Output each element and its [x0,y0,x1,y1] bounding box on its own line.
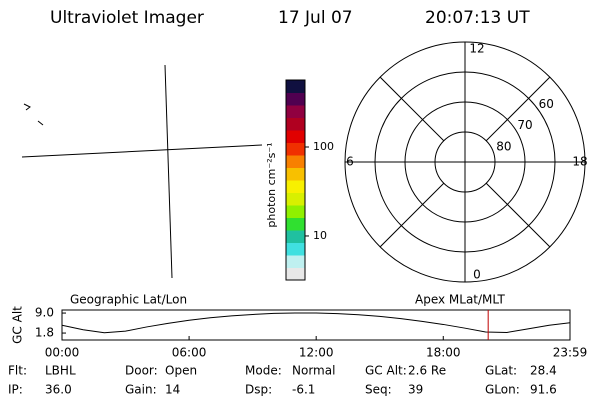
map-coast [37,120,44,126]
polar-diagonal [485,182,551,248]
colorbar-band [286,267,305,281]
colorbar-tick-label: 10 [313,229,327,242]
x-tick-label: 00:00 [45,346,80,360]
status-label: GLon: [485,383,520,397]
status-value: 91.6 [530,383,557,397]
altitude-line [61,312,571,334]
colorbar-band [286,205,305,218]
colorbar-band [286,242,305,256]
timeline-frame [61,309,571,341]
status-value: Open [165,364,197,378]
mlt-label: 12 [469,42,484,56]
colorbar-band [286,155,305,168]
date: 17 Jul 07 [278,8,353,28]
status-label: Dsp: [245,383,272,397]
status-label: IP: [8,383,23,397]
colorbar-band [286,80,305,93]
colorbar-band [286,217,305,231]
polar-diagonal [379,76,445,142]
status-label: GLat: [485,364,517,378]
y-tick-label: 1.8 [35,326,54,340]
colorbar-band [286,105,305,118]
y-tick-label: 9.0 [35,306,54,320]
x-tick-label: 12:00 [299,346,334,360]
x-tick-label: 06:00 [172,346,207,360]
status-value: LBHL [45,364,76,378]
colorbar-band [286,130,305,143]
colorbar-band [286,230,305,243]
colorbar-band [286,142,305,156]
polar-diagonal [485,76,551,142]
status-label: GC Alt: [365,364,407,378]
colorbar-band [286,167,305,181]
mlt-label: 6 [346,155,354,169]
status-value: 28.4 [530,364,557,378]
x-tick-label: 23:59 [553,346,588,360]
status-label: Mode: [245,364,282,378]
status-label: Flt: [8,364,27,378]
lat-ring [434,131,496,193]
mlt-label: 18 [572,155,587,169]
geo-map [21,64,263,279]
status-value: 36.0 [45,383,72,397]
left-label: Geographic Lat/Lon [70,293,187,307]
status-value: 2.6 Re [408,364,446,378]
map-line [21,144,263,158]
colorbar-frame [285,79,306,281]
lat-label: 70 [517,118,532,132]
map-coast [23,103,31,111]
instrument: Ultraviolet Imager [50,8,204,28]
x-tick-label: 18:00 [426,346,461,360]
colorbar-tick-label: 100 [313,140,334,153]
status-value: -6.1 [292,383,315,397]
y-label: GC Alt [11,306,25,344]
polar-diagonal [379,182,445,248]
map-line [164,64,173,279]
lat-ring [404,101,526,223]
status-label: Gain: [125,383,157,397]
status-label: Seq: [365,383,392,397]
colorbar-band [286,117,305,131]
colorbar-band [286,92,305,106]
lat-label: 60 [539,97,554,111]
lat-label: 80 [496,139,511,153]
lat-ring [374,71,556,253]
colorbar-band [286,180,305,193]
right-label: Apex MLat/MLT [415,293,505,307]
colorbar-label: photon cm⁻²s⁻¹ [265,142,278,227]
time: 20:07:13 UT [425,8,530,28]
colorbar-band [286,255,305,268]
status-label: Door: [125,364,158,378]
mlt-label: 0 [473,268,481,282]
colorbar-band [286,192,305,206]
status-value: 39 [408,383,423,397]
status-value: 14 [165,383,180,397]
status-value: Normal [292,364,335,378]
